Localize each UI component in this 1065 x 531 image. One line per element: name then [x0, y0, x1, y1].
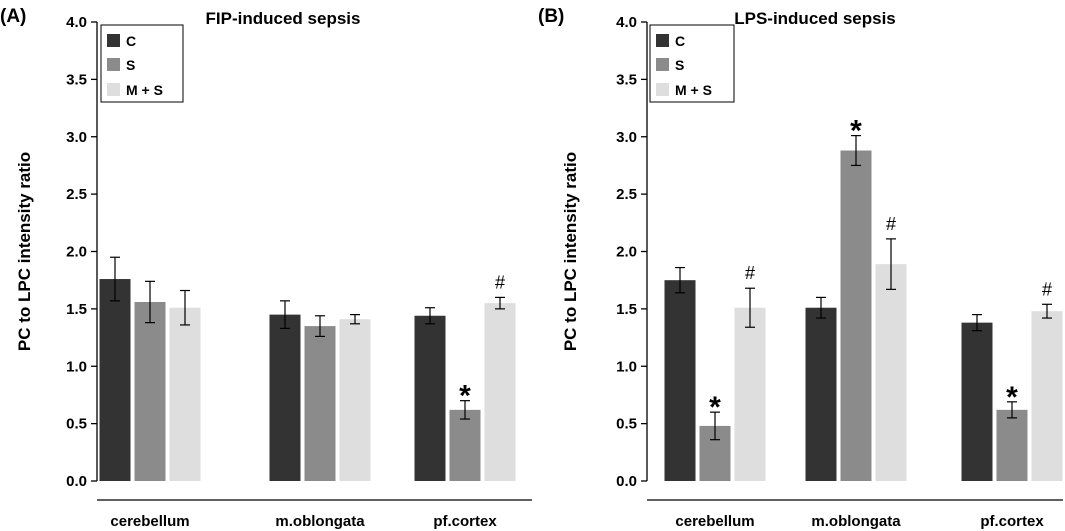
y-tick-label: 3.0: [616, 129, 637, 146]
bar: [269, 314, 301, 481]
significance-star: *: [850, 115, 862, 148]
significance-hash: #: [1042, 279, 1052, 299]
x-tick-label-cerebellum: cerebellum: [675, 513, 754, 530]
y-tick-label: 0.5: [616, 416, 637, 433]
y-tick-label: 3.5: [616, 71, 637, 88]
bar: [99, 279, 131, 481]
significance-star: *: [1006, 381, 1018, 414]
legend-label: S: [126, 57, 135, 73]
bar: [134, 301, 166, 481]
bar: [1031, 311, 1063, 481]
bar: [339, 319, 371, 481]
significance-hash: #: [495, 272, 505, 292]
legend-swatch: [656, 34, 669, 47]
x-tick-label-pfcortex: pf.cortex: [433, 513, 497, 530]
significance-hash: #: [886, 214, 896, 234]
legend-swatch: [107, 83, 120, 96]
bar: [805, 307, 837, 481]
bar: [840, 150, 872, 481]
legend-label: M + S: [675, 82, 712, 98]
bar: [996, 409, 1028, 481]
legend-swatch: [107, 58, 120, 71]
panel-label: (A): [0, 6, 26, 27]
bar: [484, 303, 516, 481]
chart-title: LPS-induced sepsis: [734, 9, 896, 28]
bar: [875, 264, 907, 481]
legend-label: M + S: [126, 82, 163, 98]
chart-panel-b: (B) LPS-induced sepsis PC to LPC intensity…: [538, 6, 1063, 530]
x-tick-label-moblongata: m.oblongata: [811, 513, 901, 530]
legend-label: C: [126, 33, 136, 49]
bar: [169, 307, 201, 481]
y-tick-label: 2.5: [66, 186, 87, 203]
bar: [961, 322, 993, 481]
y-tick-label: 1.0: [66, 358, 87, 375]
legend-label: S: [675, 57, 684, 73]
y-tick-label: 0.5: [66, 416, 87, 433]
significance-star: *: [459, 380, 471, 413]
significance-hash: #: [745, 263, 755, 283]
y-axis-label: PC to LPC intensity ratio: [561, 152, 580, 351]
y-tick-label: 2.5: [616, 186, 637, 203]
y-axis-label: PC to LPC intensity ratio: [15, 152, 34, 351]
significance-star: *: [709, 391, 721, 424]
y-tick-label: 3.0: [66, 129, 87, 146]
y-tick-label: 0.0: [616, 473, 637, 490]
chart-panel-a: (A) FIP-induced sepsis PC to LPC intensity…: [0, 6, 532, 530]
bar: [414, 315, 446, 481]
y-tick-label: 0.0: [66, 473, 87, 490]
y-tick-label: 4.0: [66, 14, 87, 31]
y-tick-label: 2.0: [616, 244, 637, 261]
y-tick-label: 2.0: [66, 244, 87, 261]
bar: [449, 409, 481, 481]
x-tick-label-moblongata: m.oblongata: [275, 513, 365, 530]
y-tick-label: 3.5: [66, 71, 87, 88]
y-tick-label: 1.0: [616, 358, 637, 375]
y-tick-label: 1.5: [616, 301, 637, 318]
x-tick-label-cerebellum: cerebellum: [110, 513, 189, 530]
legend-label: C: [675, 33, 685, 49]
y-tick-label: 1.5: [66, 301, 87, 318]
bar: [664, 280, 696, 481]
bar: [304, 326, 336, 481]
chart-title: FIP-induced sepsis: [206, 9, 361, 28]
legend-swatch: [107, 34, 120, 47]
legend-swatch: [656, 83, 669, 96]
bar: [734, 307, 766, 481]
legend-swatch: [656, 58, 669, 71]
panel-label: (B): [538, 6, 564, 27]
x-tick-label-pfcortex: pf.cortex: [980, 513, 1044, 530]
y-tick-label: 4.0: [616, 14, 637, 31]
